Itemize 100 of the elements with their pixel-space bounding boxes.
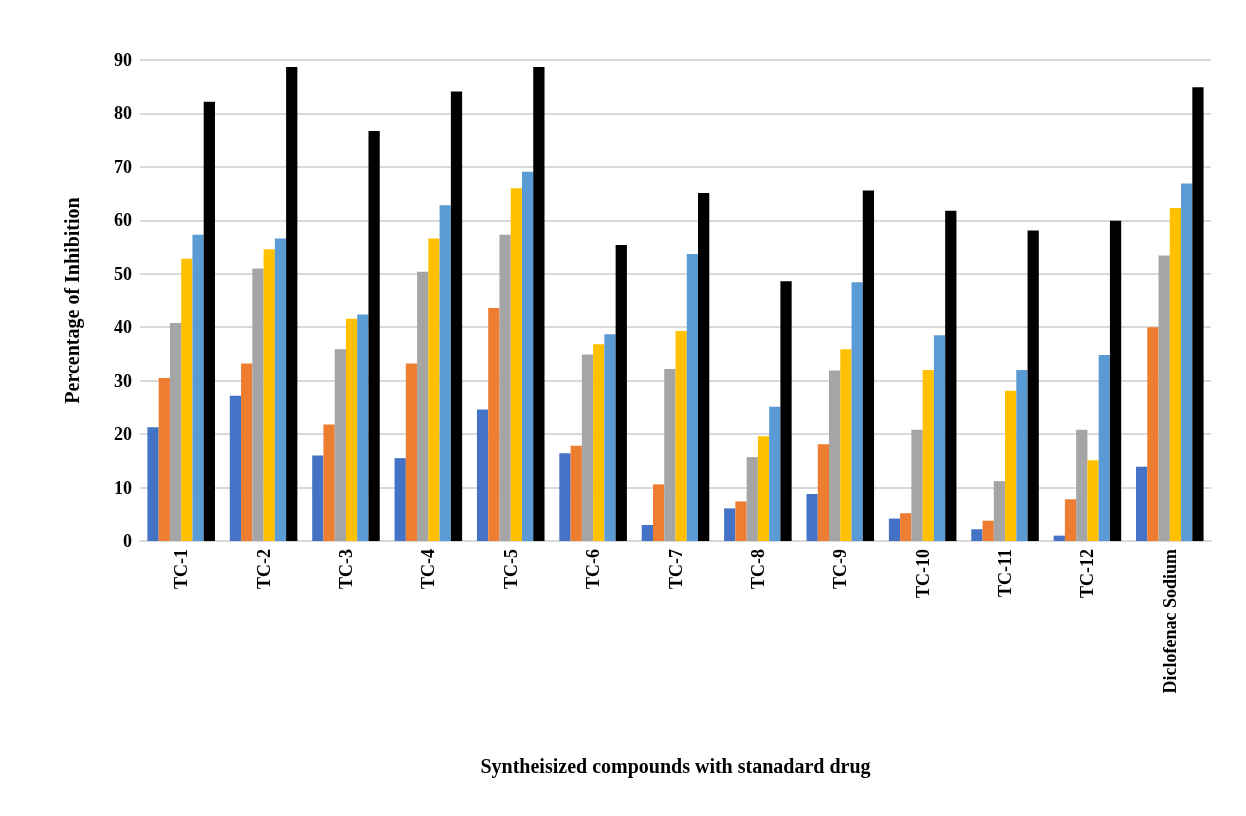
bar (1147, 327, 1159, 541)
bar (888, 518, 901, 541)
bar (604, 334, 616, 541)
bar (686, 254, 699, 541)
bar (675, 330, 687, 541)
x-tick-label: TC-1 (171, 549, 192, 589)
bar (274, 238, 287, 541)
bar (840, 349, 852, 541)
bar (1027, 230, 1039, 541)
bar (780, 281, 792, 541)
bar (169, 322, 182, 541)
bar (488, 307, 500, 541)
x-tick-label: TC-8 (747, 549, 768, 589)
bar (1109, 220, 1122, 541)
bar (1169, 208, 1182, 541)
bar (735, 501, 747, 541)
bar (593, 344, 605, 541)
bar (922, 369, 934, 541)
bar (664, 368, 676, 541)
x-tick-label: TC-11 (995, 549, 1016, 598)
bar (241, 363, 253, 541)
y-tick-label: 80 (114, 103, 132, 124)
bar (698, 193, 710, 541)
bar (1181, 183, 1193, 541)
bar (945, 210, 957, 541)
bar (357, 314, 369, 541)
bar (982, 520, 994, 541)
x-axis-title: Syntheisized compounds with stanadard drug (480, 755, 871, 778)
x-tick-label: TC-3 (335, 549, 356, 589)
bar (570, 445, 582, 541)
bar (417, 271, 429, 541)
bar (900, 513, 912, 541)
x-tick-label: TC-5 (500, 549, 521, 589)
y-tick-label: 30 (114, 370, 132, 391)
bar (641, 524, 653, 541)
bar (862, 190, 875, 541)
bar (911, 429, 923, 541)
bar (252, 268, 264, 541)
bar (263, 249, 275, 541)
bar (334, 349, 346, 541)
bar (829, 370, 841, 541)
bar (439, 205, 451, 541)
bar (769, 406, 781, 541)
bar (806, 493, 818, 541)
bar (229, 395, 242, 541)
bar (203, 101, 215, 541)
bar (1005, 390, 1017, 541)
bar (757, 436, 770, 541)
bar (192, 234, 204, 541)
bar (1158, 255, 1170, 541)
bar (851, 282, 863, 541)
bar (510, 188, 522, 541)
bar (652, 484, 665, 541)
bar (933, 335, 946, 541)
bar (615, 244, 627, 541)
bar (450, 91, 463, 541)
bar (286, 66, 298, 541)
bar (428, 238, 440, 541)
bar (476, 409, 489, 541)
bar (405, 363, 418, 541)
bar (1136, 466, 1148, 541)
bar (394, 458, 406, 541)
x-tick-label: TC-10 (912, 549, 933, 598)
y-tick-label: 10 (114, 477, 132, 498)
x-tick-label: TC-6 (583, 549, 604, 589)
bar (368, 131, 380, 541)
bar (158, 377, 170, 541)
bar (181, 258, 193, 541)
y-tick-label: 90 (114, 50, 132, 70)
y-tick-label: 70 (114, 156, 132, 177)
bar (581, 354, 594, 541)
bar (1076, 429, 1088, 541)
y-tick-label: 50 (114, 263, 132, 284)
y-axis-title: Percentage of Inhibition (61, 197, 84, 404)
bar (533, 66, 545, 541)
y-tick-label: 0 (123, 531, 132, 551)
bar (1016, 369, 1028, 541)
bar (312, 455, 324, 541)
bar (1064, 499, 1077, 541)
bar (323, 424, 335, 541)
x-tick-label: TC-4 (418, 549, 439, 589)
x-tick-label: Diclofenac Sodium (1159, 549, 1180, 694)
bar (993, 481, 1006, 541)
bar (971, 529, 983, 541)
y-tick-label: 60 (114, 210, 132, 231)
x-tick-label: TC-9 (830, 549, 851, 589)
bar (521, 171, 534, 541)
bar (1087, 460, 1099, 541)
bar (746, 457, 758, 541)
x-tick-label: TC-7 (665, 549, 686, 589)
bar (817, 444, 830, 541)
bar (1098, 355, 1110, 541)
bar (724, 508, 736, 541)
y-tick-label: 20 (114, 424, 132, 445)
bar (147, 427, 159, 541)
y-tick-label: 40 (114, 317, 132, 338)
x-tick-label: TC-12 (1077, 549, 1098, 598)
bar (1192, 87, 1204, 541)
x-tick-label: TC-2 (253, 549, 274, 589)
bar (559, 453, 571, 541)
